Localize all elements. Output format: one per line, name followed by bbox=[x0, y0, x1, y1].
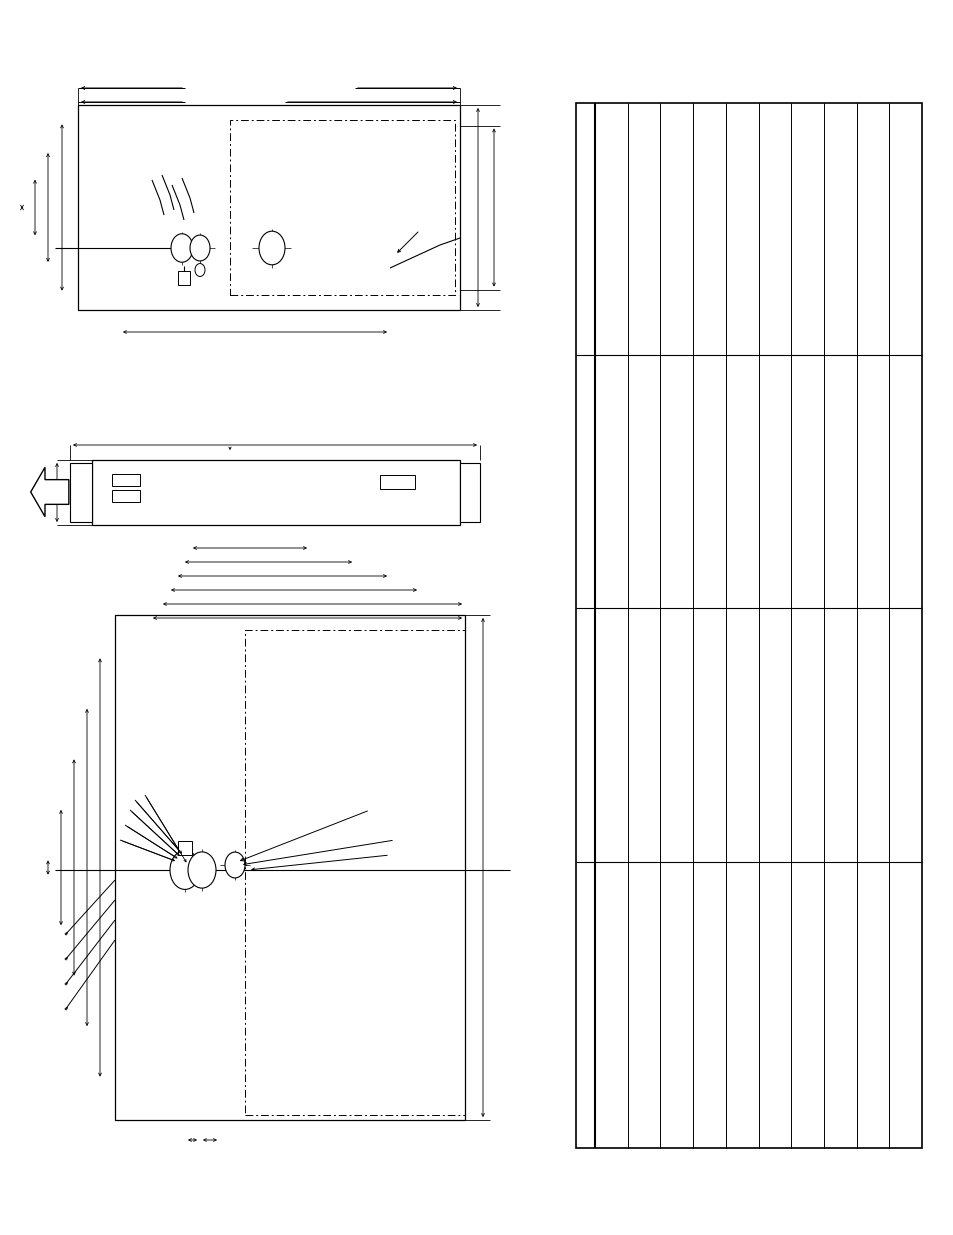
Bar bbox=[576, 103, 921, 1149]
Circle shape bbox=[258, 231, 285, 264]
Bar bbox=[91, 459, 459, 525]
Bar bbox=[178, 841, 192, 855]
Polygon shape bbox=[30, 467, 69, 516]
Bar bbox=[112, 490, 140, 501]
Circle shape bbox=[188, 852, 215, 888]
Circle shape bbox=[170, 851, 200, 889]
Bar bbox=[178, 270, 190, 285]
Circle shape bbox=[190, 235, 210, 261]
Circle shape bbox=[194, 263, 205, 277]
Bar bbox=[459, 463, 479, 521]
Bar bbox=[70, 463, 91, 521]
Bar bbox=[115, 615, 464, 1120]
Circle shape bbox=[171, 233, 193, 262]
Bar bbox=[230, 120, 455, 295]
Bar bbox=[379, 475, 415, 489]
Bar bbox=[245, 630, 464, 1115]
Bar bbox=[112, 474, 140, 487]
Circle shape bbox=[225, 852, 245, 878]
Bar bbox=[78, 105, 459, 310]
